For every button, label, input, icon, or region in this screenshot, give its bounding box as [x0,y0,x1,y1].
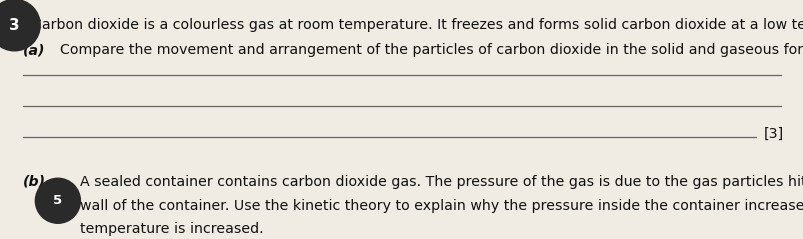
Text: (a): (a) [22,43,45,57]
Text: Compare the movement and arrangement of the particles of carbon dioxide in the s: Compare the movement and arrangement of … [60,43,803,57]
Text: A sealed container contains carbon dioxide gas. The pressure of the gas is due t: A sealed container contains carbon dioxi… [80,175,803,189]
Text: 3: 3 [9,18,20,33]
Text: Carbon dioxide is a colourless gas at room temperature. It freezes and forms sol: Carbon dioxide is a colourless gas at ro… [32,18,803,32]
Ellipse shape [0,0,40,51]
Text: temperature is increased.: temperature is increased. [80,223,263,236]
Text: [3]: [3] [763,127,783,141]
Text: (b): (b) [22,175,46,189]
Ellipse shape [35,178,80,223]
Text: wall of the container. Use the kinetic theory to explain why the pressure inside: wall of the container. Use the kinetic t… [80,199,803,212]
Text: 5: 5 [53,194,63,207]
